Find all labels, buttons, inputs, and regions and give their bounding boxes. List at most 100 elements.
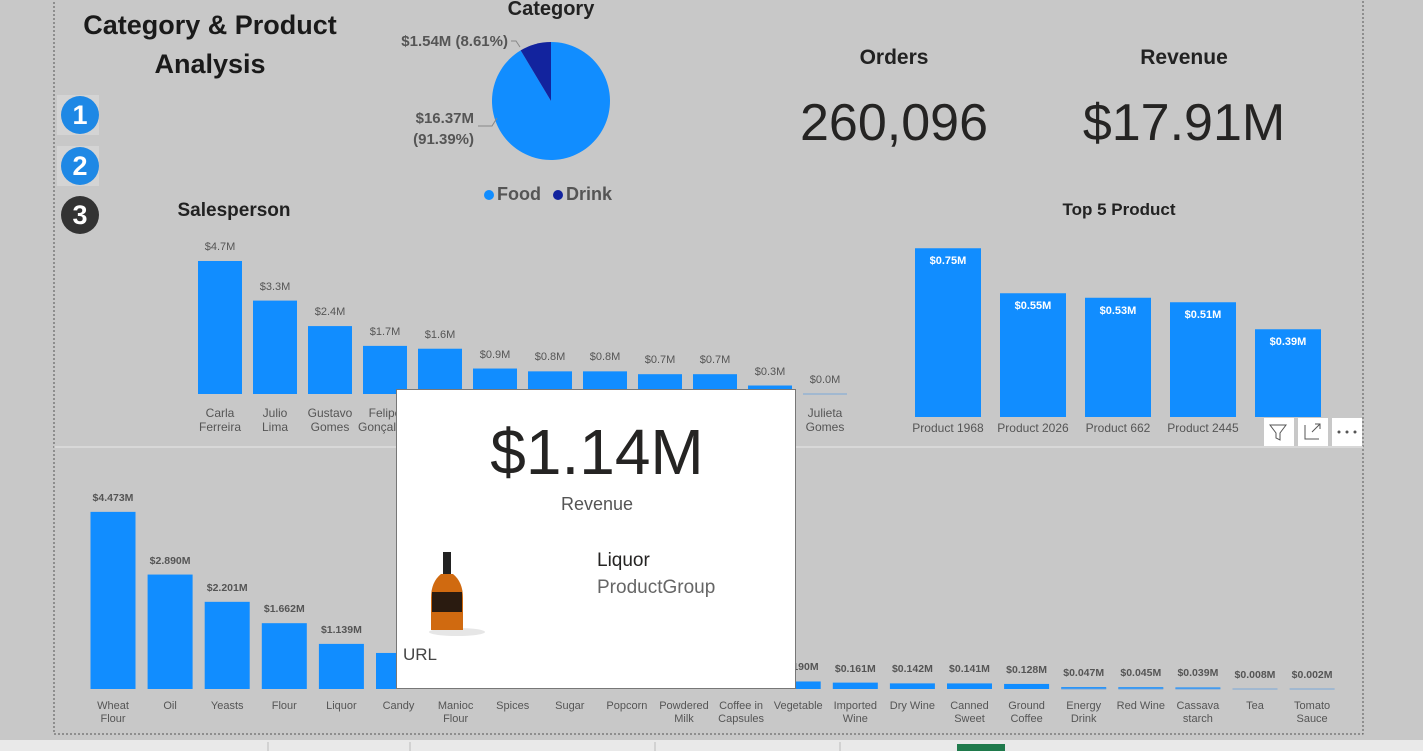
tooltip-url: URL [403, 645, 438, 664]
filter-glyph [1269, 424, 1287, 441]
nav-button[interactable]: 3 [61, 196, 99, 234]
x-tick-label: Manioc Flour [437, 700, 474, 725]
x-tick-label: Carla Ferreira [198, 406, 241, 434]
chart-title: Top 5 Product [1062, 200, 1176, 219]
tooltip-group: Liquor [597, 550, 650, 571]
bar [1118, 687, 1164, 689]
data-label: $2.890M [149, 554, 191, 567]
tooltip-measure: Revenue [560, 494, 634, 514]
data-label: $2.201M [206, 581, 248, 594]
x-tick-label: Julio Lima [261, 406, 288, 434]
bar [204, 601, 250, 689]
data-label: $0.0M [809, 374, 841, 386]
visual-header-icons [1264, 418, 1362, 446]
x-tick-label: Gustavo Gomes [307, 406, 353, 434]
data-label: $4.473M [92, 491, 134, 504]
page-title: Category & Product Analysis [83, 10, 337, 79]
x-tick-label: Product 2445 [1167, 421, 1239, 435]
x-tick-label: Product 662 [1085, 421, 1151, 435]
data-label: $0.002M [1291, 668, 1333, 681]
bar [363, 345, 407, 394]
x-tick-label: Tomato Sauce [1294, 700, 1331, 725]
x-tick-label: Spices [496, 700, 530, 712]
legend-label: Food [497, 184, 541, 204]
x-tick-label: Flour [271, 700, 297, 712]
leader-line [511, 40, 521, 48]
focus-icon[interactable] [1298, 418, 1328, 446]
x-tick-label: Energy Drink [1066, 700, 1102, 725]
data-label: $0.53M [1099, 304, 1137, 317]
x-tick-label: Julieta Gomes [805, 406, 845, 434]
data-label: $1.6M [424, 328, 456, 341]
nav-button[interactable]: 2 [61, 147, 99, 185]
data-label: $0.8M [589, 351, 621, 364]
bar [1170, 302, 1236, 417]
x-tick-label: Oil [163, 700, 177, 712]
filter-icon[interactable] [1264, 418, 1294, 446]
data-label: $0.008M [1234, 668, 1276, 681]
data-label: $1.54M (8.61%) [401, 33, 508, 50]
x-tick-label: Cassava starch [1176, 700, 1220, 725]
x-tick-label: Vegetable [773, 700, 823, 712]
bar [308, 326, 352, 394]
bar [1000, 293, 1066, 417]
bar [1004, 683, 1050, 689]
bar [915, 248, 981, 417]
x-tick-label: Imported Wine [833, 700, 877, 725]
dot [1353, 430, 1357, 434]
data-label: $0.142M [891, 663, 933, 676]
legend-label: Drink [566, 184, 613, 204]
x-tick-label: Tea [1246, 700, 1264, 712]
x-tick-label: Sugar [555, 700, 585, 712]
x-tick-label: Candy [382, 700, 415, 712]
x-tick-label: Ground Coffee [1008, 700, 1045, 725]
data-label: $1.662M [263, 603, 305, 616]
tab-active [957, 744, 1005, 751]
bar [90, 511, 136, 689]
x-tick-label: Product 1968 [912, 421, 984, 435]
legend-marker [553, 190, 563, 200]
leader-line [478, 117, 498, 127]
bar [147, 574, 193, 689]
x-tick-label: Wheat Flour [97, 700, 129, 725]
data-label: $16.37M (91.39%) [413, 110, 474, 148]
bottle-neck [443, 552, 451, 574]
dot [1337, 430, 1341, 434]
data-label: $0.39M [1269, 336, 1307, 349]
data-label: $0.55M [1014, 300, 1052, 313]
bar [1175, 687, 1221, 689]
bar [198, 260, 242, 394]
data-label: $0.047M [1063, 667, 1105, 680]
data-label: $3.3M [259, 280, 291, 293]
tab-bar [0, 740, 1423, 751]
pie-slice [520, 42, 551, 101]
bar [775, 681, 821, 689]
nav-button[interactable]: 1 [61, 96, 99, 134]
bar [947, 683, 992, 689]
tooltip-field: ProductGroup [597, 577, 716, 598]
x-tick-label: Product 2026 [997, 421, 1069, 435]
focus-glyph [1304, 423, 1321, 440]
data-label: $4.7M [204, 240, 236, 253]
bar [418, 348, 462, 394]
bar [832, 682, 878, 689]
x-tick-label: Coffee in Capsules [718, 700, 765, 725]
bar [261, 623, 307, 689]
legend-marker [484, 190, 494, 200]
x-tick-label: Canned Sweet [950, 700, 989, 725]
product-image [429, 552, 485, 636]
bar [1255, 329, 1321, 417]
x-tick-label: Red Wine [1116, 700, 1165, 712]
data-label: $0.7M [699, 354, 731, 367]
data-label: $1.139M [320, 623, 362, 636]
bar [253, 300, 297, 394]
data-label: $0.161M [834, 662, 876, 675]
x-tick-label: Yeasts [210, 700, 244, 712]
card-label: Orders [859, 46, 929, 69]
bar [528, 371, 572, 394]
bar [1061, 687, 1107, 689]
bar [583, 371, 627, 394]
data-label: $0.51M [1184, 309, 1222, 322]
data-label: $0.3M [754, 365, 786, 378]
